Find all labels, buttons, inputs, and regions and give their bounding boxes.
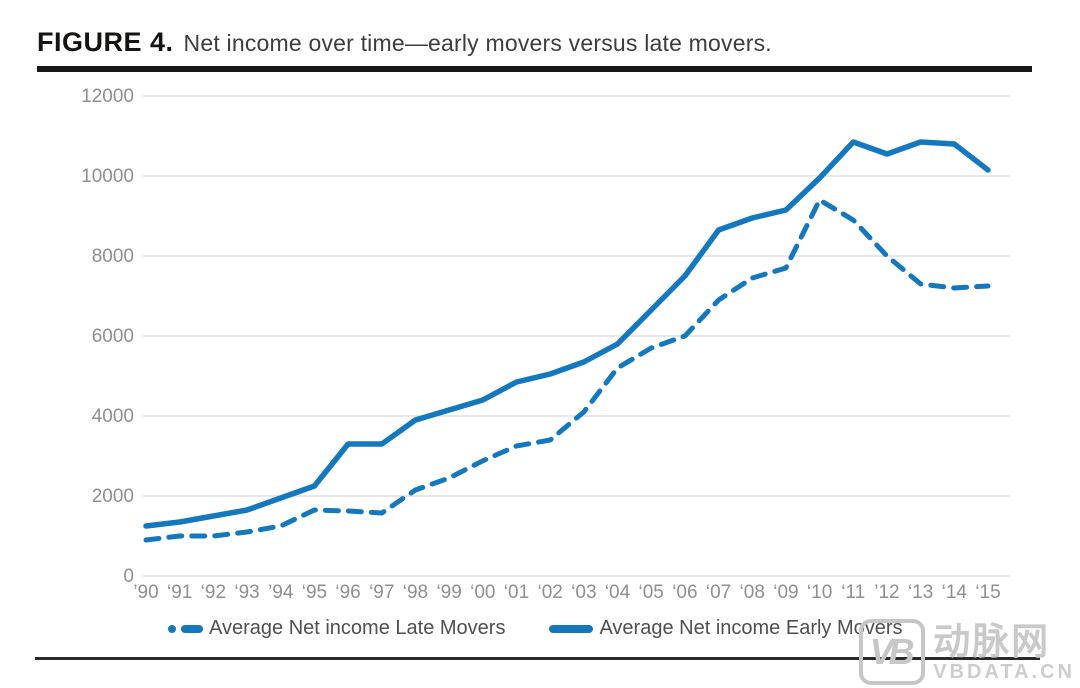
y-tick-label: 10000 xyxy=(81,166,134,187)
x-tick-label: ’94 xyxy=(268,582,294,603)
y-tick-label: 0 xyxy=(123,566,134,587)
x-tick-label: ‘91 xyxy=(167,582,192,603)
solid-line-marker-icon xyxy=(549,624,594,633)
x-tick-label: ‘99 xyxy=(436,582,461,603)
x-tick-label: ‘09 xyxy=(773,582,798,603)
y-tick-label: 6000 xyxy=(92,326,134,347)
watermark-site: VBDATA.CN xyxy=(933,660,1075,683)
legend-label-early-movers: Average Net income Early Movers xyxy=(599,617,903,639)
legend-dash-bar xyxy=(181,624,203,633)
x-tick-label: ‘93 xyxy=(234,582,259,603)
x-tick-label: ‘01 xyxy=(504,582,529,603)
x-tick-label: ‘08 xyxy=(740,582,765,603)
series-line-dashed xyxy=(143,197,991,543)
x-tick-label: ‘96 xyxy=(335,582,360,603)
y-tick-label: 4000 xyxy=(92,406,134,427)
x-tick-label: ‘04 xyxy=(605,582,631,603)
watermark: VB 动脉网 VBDATA.CN xyxy=(859,619,1075,685)
x-tick-label: ‘07 xyxy=(706,582,731,603)
y-tick-label: 12000 xyxy=(81,86,134,107)
legend-solid-bar xyxy=(549,624,594,633)
y-tick-label: 8000 xyxy=(92,246,134,267)
legend-dash-dot xyxy=(168,624,176,633)
x-tick-label: ‘06 xyxy=(672,582,697,603)
legend-item-early-movers: Average Net income Early Movers xyxy=(549,617,903,640)
x-tick-label: ‘15 xyxy=(975,582,1000,603)
figure-header: FIGURE 4. Net income over time—early mov… xyxy=(37,27,1037,58)
vbdata-logo-letters: VB xyxy=(869,631,915,672)
figure-label: FIGURE 4. xyxy=(37,27,174,57)
x-tick-label: ’12 xyxy=(874,582,899,603)
x-tick-label: ‘11 xyxy=(841,582,865,603)
chart-legend: Average Net income Late Movers Average N… xyxy=(168,617,903,640)
x-tick-label: ‘14 xyxy=(942,582,968,603)
footer-rule xyxy=(35,657,1040,660)
x-tick-label: ‘00 xyxy=(470,582,495,603)
x-tick-label: ‘98 xyxy=(403,582,428,603)
figure-caption: Net income over time—early movers versus… xyxy=(183,30,772,56)
legend-label-late-movers: Average Net income Late Movers xyxy=(209,617,506,639)
x-tick-label: ‘03 xyxy=(571,582,596,603)
series-line-solid xyxy=(143,139,991,529)
legend-item-late-movers: Average Net income Late Movers xyxy=(168,617,505,640)
header-rule xyxy=(37,66,1032,72)
x-tick-label: ‘92 xyxy=(201,582,226,603)
y-tick-label: 2000 xyxy=(92,486,134,507)
x-tick-label: ‘97 xyxy=(369,582,394,603)
dashed-line-marker-icon xyxy=(168,624,203,633)
x-tick-label: ‘05 xyxy=(639,582,664,603)
x-tick-label: ‘13 xyxy=(908,582,933,603)
x-tick-label: ‘95 xyxy=(302,582,327,603)
watermark-brand: 动脉网 xyxy=(933,620,1051,662)
x-tick-label: ’90 xyxy=(133,582,158,603)
x-tick-label: ‘02 xyxy=(537,582,562,603)
x-tick-label: ‘10 xyxy=(807,582,832,603)
vbdata-logo-icon: VB xyxy=(859,619,926,685)
